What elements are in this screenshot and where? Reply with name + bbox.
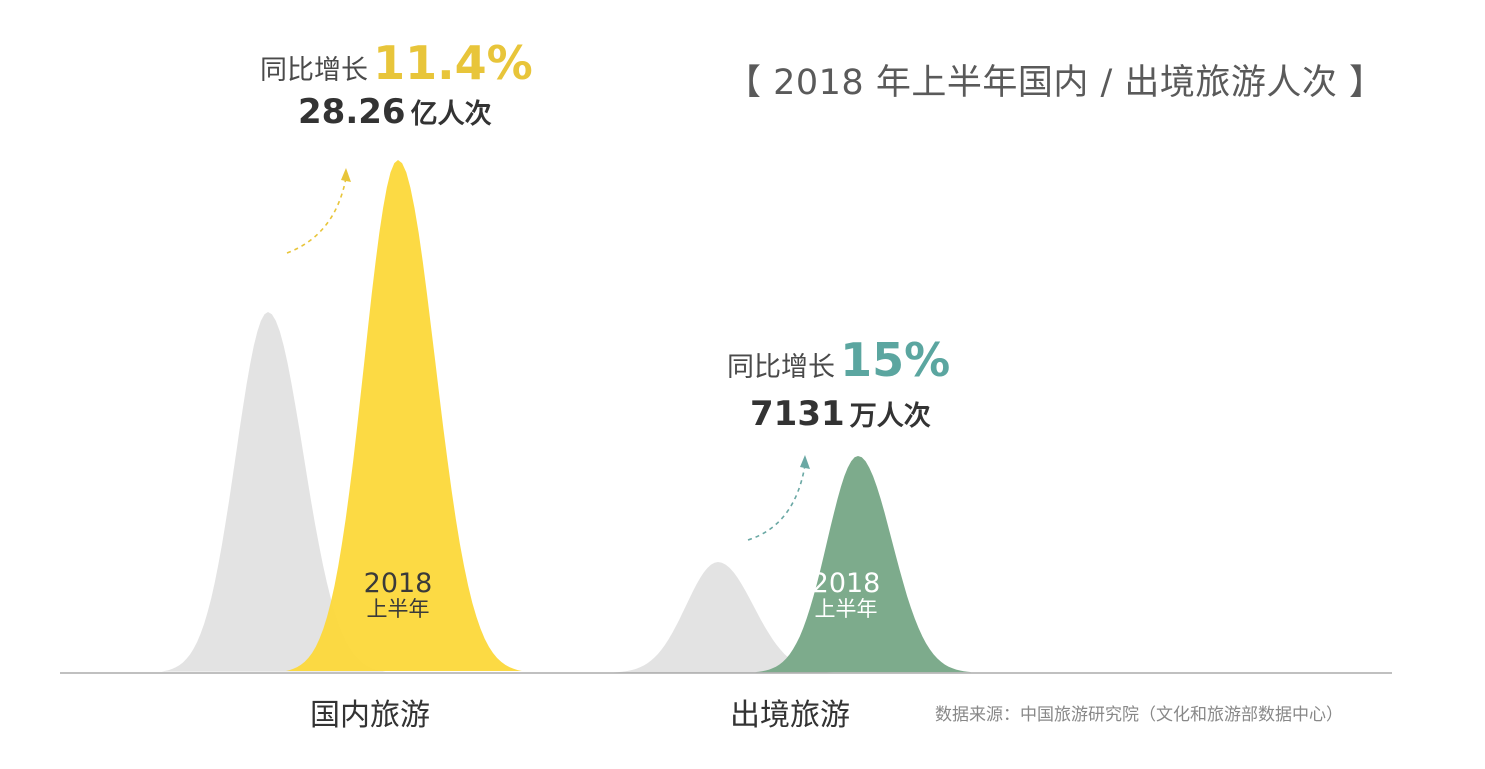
- growth-arrows: [286, 168, 810, 541]
- chart-title: 【 2018 年上半年国内 / 出境旅游人次 】: [726, 63, 1385, 103]
- category-label-outbound: 出境旅游: [730, 698, 850, 733]
- domestic-total-number: 28.26: [298, 92, 406, 132]
- outbound-2018-peak: [755, 456, 972, 673]
- domestic-peak-period: 上半年: [366, 597, 430, 622]
- outbound-peak-label: 2018 上半年: [811, 568, 881, 622]
- outbound-prev-peak: [611, 562, 836, 673]
- outbound-growth-arrow: [747, 464, 806, 541]
- domestic-growth-value: 11.4%: [373, 36, 533, 90]
- domestic-2018-peak: [285, 160, 522, 671]
- domestic-total-unit: 亿人次: [410, 99, 492, 130]
- outbound-growth-label: 同比增长: [727, 352, 835, 383]
- outbound-growth-value: 15%: [840, 333, 951, 387]
- outbound-total-unit: 万人次: [849, 401, 931, 432]
- peaks-group: [161, 160, 972, 673]
- domestic-peak-year: 2018: [363, 568, 433, 599]
- domestic-total-annotation: 28.26 亿人次: [298, 92, 492, 132]
- outbound-growth-annotation: 同比增长 15%: [727, 333, 950, 387]
- domestic-peak-label: 2018 上半年: [363, 568, 433, 622]
- domestic-growth-arrow-head: [341, 168, 351, 182]
- outbound-peak-period: 上半年: [814, 597, 878, 622]
- outbound-total-number: 7131: [750, 394, 845, 434]
- outbound-growth-arrow-head: [800, 455, 810, 469]
- outbound-total-annotation: 7131 万人次: [750, 394, 931, 434]
- domestic-growth-arrow: [286, 177, 347, 254]
- domestic-growth-label: 同比增长: [260, 55, 368, 86]
- data-source-note: 数据来源：中国旅游研究院（文化和旅游部数据中心）: [935, 705, 1343, 725]
- domestic-growth-annotation: 同比增长 11.4%: [260, 36, 533, 90]
- outbound-peak-year: 2018: [811, 568, 881, 599]
- domestic-prev-peak: [161, 312, 386, 672]
- category-label-domestic: 国内旅游: [310, 698, 430, 733]
